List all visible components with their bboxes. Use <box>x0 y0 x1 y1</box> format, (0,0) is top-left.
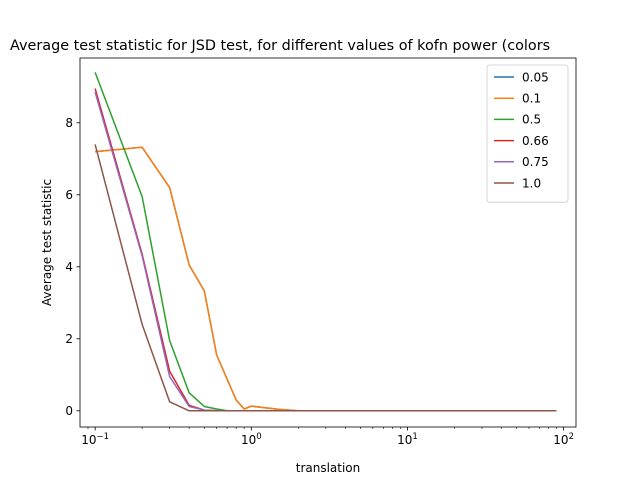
x-tick-base: 10 <box>81 433 96 447</box>
x-tick-exponent: −1 <box>97 432 110 442</box>
chart-title: Average test statistic for JSD test, for… <box>10 38 550 54</box>
y-axis-label: Average test statistic <box>40 179 54 306</box>
legend-entry-label: 0.1 <box>522 92 541 106</box>
y-tick-label: 2 <box>65 332 73 346</box>
legend-entry-label: 0.05 <box>522 70 549 84</box>
legend-entry-label: 0.66 <box>522 134 549 148</box>
x-axis-ticks: 10−1 100 101 102 <box>81 427 574 447</box>
y-axis-ticks: 0 2 4 6 8 <box>65 116 80 418</box>
legend: 0.05 0.1 0.5 0.66 0.75 1.0 <box>486 64 569 203</box>
y-tick-label: 8 <box>65 116 73 130</box>
x-tick-exponent: 0 <box>256 432 261 442</box>
x-tick-base: 10 <box>241 433 256 447</box>
x-tick-label: 101 <box>397 432 418 447</box>
x-tick-exponent: 2 <box>569 432 574 442</box>
x-tick-label: 102 <box>553 432 574 447</box>
legend-entry-label: 0.5 <box>522 113 541 127</box>
legend-entry-label: 1.0 <box>522 176 541 190</box>
y-tick-label: 6 <box>65 188 73 202</box>
legend-box <box>486 64 569 203</box>
x-tick-label: 10−1 <box>81 432 109 447</box>
x-tick-label: 100 <box>241 432 262 447</box>
x-tick-base: 10 <box>397 433 412 447</box>
series-line-1-0 <box>94 144 557 412</box>
y-tick-label: 0 <box>65 404 73 418</box>
x-tick-exponent: 1 <box>412 432 417 442</box>
x-tick-base: 10 <box>553 433 568 447</box>
legend-entry-label: 0.75 <box>522 155 549 169</box>
series-lines <box>94 72 557 412</box>
y-tick-label: 4 <box>65 260 73 274</box>
plot-frame <box>79 57 577 428</box>
x-axis-label: translation <box>296 461 361 475</box>
